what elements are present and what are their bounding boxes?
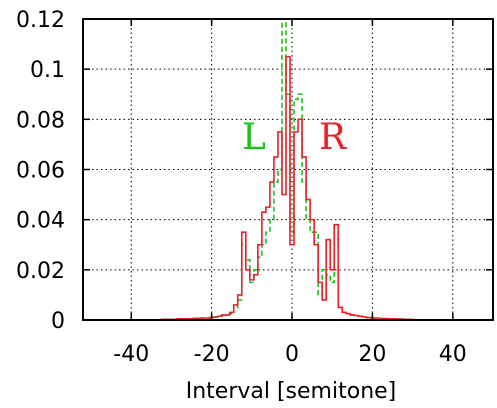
series-group (160, 18, 415, 321)
series-label-l: L (242, 117, 266, 158)
y-tick-label: 0.06 (16, 159, 65, 184)
x-tick-label: 40 (439, 342, 467, 367)
series-line-r (160, 55, 415, 321)
y-tick-label: 0.08 (16, 108, 65, 133)
y-tick-label: 0.04 (16, 209, 65, 234)
series-label-r: R (319, 117, 347, 158)
x-axis-title: Interval [semitone] (186, 379, 397, 404)
axis-ticks (83, 18, 493, 321)
x-tick-label: 20 (358, 342, 386, 367)
x-tick-label: -20 (194, 342, 230, 367)
x-tick-label: 0 (285, 342, 299, 367)
x-tick-label: -40 (113, 342, 149, 367)
y-tick-label: 0.02 (16, 259, 65, 284)
tick-labels: -40 -20 0 20 40 0 0.02 0.04 0.06 0.08 0.1 0.12 (16, 8, 467, 367)
grid-lines (83, 19, 493, 320)
y-tick-label: 0.1 (30, 58, 65, 83)
y-tick-label: 0.12 (16, 8, 65, 33)
plot-frame (82, 18, 494, 321)
y-tick-label: 0 (51, 309, 65, 334)
